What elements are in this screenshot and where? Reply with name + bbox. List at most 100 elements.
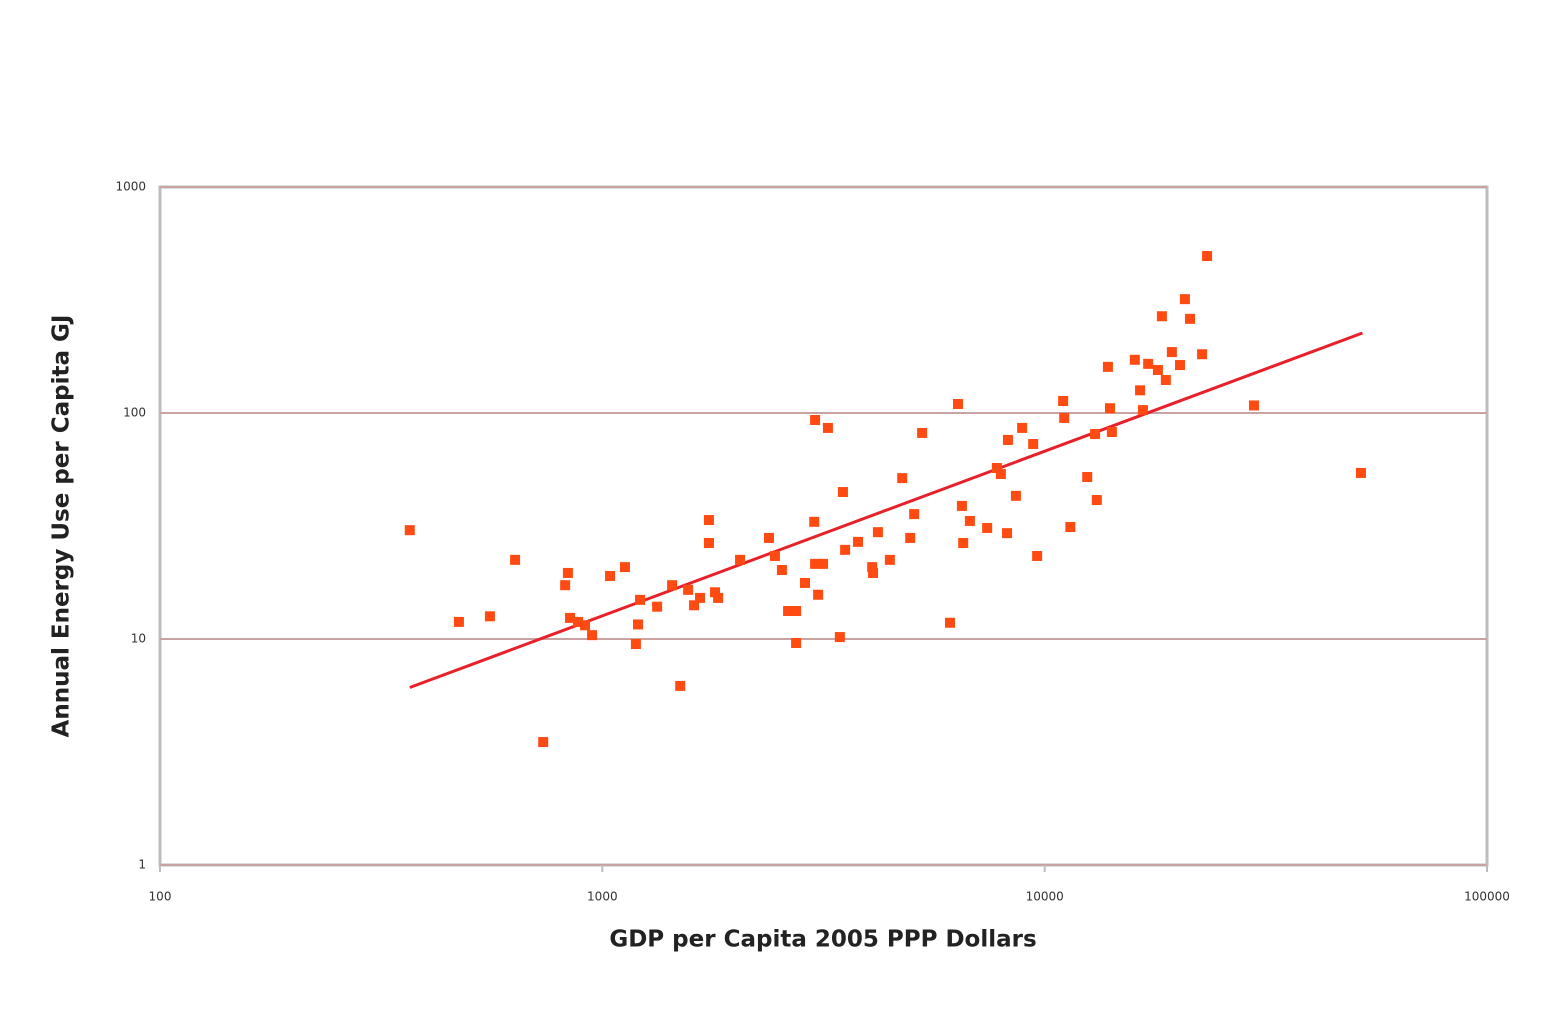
point bbox=[909, 509, 920, 520]
point bbox=[1185, 313, 1196, 324]
point bbox=[1152, 364, 1163, 375]
point bbox=[1156, 311, 1167, 322]
point bbox=[991, 463, 1002, 474]
point bbox=[1179, 294, 1190, 305]
point bbox=[1090, 429, 1101, 440]
x-tick-label: 100 bbox=[149, 890, 172, 904]
point bbox=[538, 737, 549, 748]
y-tick-label: 1 bbox=[138, 858, 146, 872]
point bbox=[1355, 467, 1366, 478]
point bbox=[818, 558, 829, 569]
point bbox=[1082, 471, 1093, 482]
x-axis-title: GDP per Capita 2005 PPP Dollars bbox=[609, 927, 1036, 953]
point bbox=[667, 580, 678, 591]
point bbox=[884, 554, 895, 565]
point bbox=[1106, 427, 1117, 438]
point bbox=[982, 522, 993, 533]
point bbox=[652, 601, 663, 612]
point bbox=[1202, 251, 1213, 262]
point bbox=[763, 532, 774, 543]
point bbox=[1010, 490, 1021, 501]
point bbox=[1002, 434, 1013, 445]
point bbox=[1017, 422, 1028, 433]
point bbox=[630, 639, 641, 650]
x-tick-label: 100000 bbox=[1464, 890, 1510, 904]
point bbox=[776, 564, 787, 575]
point bbox=[1058, 396, 1069, 407]
point bbox=[1002, 528, 1013, 539]
point bbox=[1028, 439, 1039, 450]
point bbox=[572, 616, 583, 627]
point bbox=[791, 606, 802, 617]
point bbox=[564, 612, 575, 623]
point bbox=[562, 567, 573, 578]
y-tick-label: 10 bbox=[131, 632, 146, 646]
point bbox=[689, 600, 700, 611]
point bbox=[1129, 354, 1140, 365]
point bbox=[484, 611, 495, 622]
point bbox=[964, 515, 975, 526]
point bbox=[404, 525, 415, 536]
point bbox=[560, 580, 571, 591]
point bbox=[713, 592, 724, 603]
plot-area bbox=[158, 185, 1489, 867]
point bbox=[1175, 360, 1186, 371]
point bbox=[810, 558, 821, 569]
point bbox=[822, 422, 833, 433]
point bbox=[769, 550, 780, 561]
point bbox=[917, 427, 928, 438]
point bbox=[905, 532, 916, 543]
x-tick-label: 10000 bbox=[1026, 890, 1064, 904]
point bbox=[840, 544, 851, 555]
point bbox=[810, 415, 821, 426]
point bbox=[695, 592, 706, 603]
point bbox=[1160, 374, 1171, 385]
point bbox=[1032, 550, 1043, 561]
point bbox=[1059, 412, 1070, 423]
point bbox=[800, 577, 811, 588]
point bbox=[1102, 361, 1113, 372]
point bbox=[619, 562, 630, 573]
point bbox=[1166, 347, 1177, 358]
point bbox=[510, 554, 521, 565]
point bbox=[703, 537, 714, 548]
y-tick-label: 1000 bbox=[115, 180, 146, 194]
point bbox=[632, 619, 643, 630]
point bbox=[735, 554, 746, 565]
point bbox=[852, 536, 863, 547]
point bbox=[1065, 522, 1076, 533]
point bbox=[703, 515, 714, 526]
point bbox=[453, 616, 464, 627]
point bbox=[1091, 495, 1102, 506]
point bbox=[872, 527, 883, 538]
y-axis-title: Annual Energy Use per Capita GJ bbox=[49, 315, 75, 738]
point bbox=[837, 487, 848, 498]
point bbox=[944, 617, 955, 628]
y-tick-label: 100 bbox=[123, 406, 146, 420]
point bbox=[1135, 385, 1146, 396]
point bbox=[783, 606, 794, 617]
point bbox=[710, 587, 721, 598]
point bbox=[868, 567, 879, 578]
x-tick-label: 1000 bbox=[587, 890, 618, 904]
point bbox=[809, 516, 820, 527]
point bbox=[580, 620, 591, 631]
point bbox=[791, 638, 802, 649]
point bbox=[1143, 358, 1154, 369]
point bbox=[867, 562, 878, 573]
point bbox=[635, 594, 646, 605]
point bbox=[587, 630, 598, 641]
point bbox=[675, 680, 686, 691]
point bbox=[1137, 405, 1148, 416]
point bbox=[958, 537, 969, 548]
point bbox=[1248, 400, 1259, 411]
point bbox=[897, 473, 908, 484]
point bbox=[952, 399, 963, 410]
point bbox=[956, 500, 967, 511]
point bbox=[995, 469, 1006, 480]
point bbox=[683, 584, 694, 595]
point bbox=[813, 589, 824, 600]
point bbox=[605, 571, 616, 582]
